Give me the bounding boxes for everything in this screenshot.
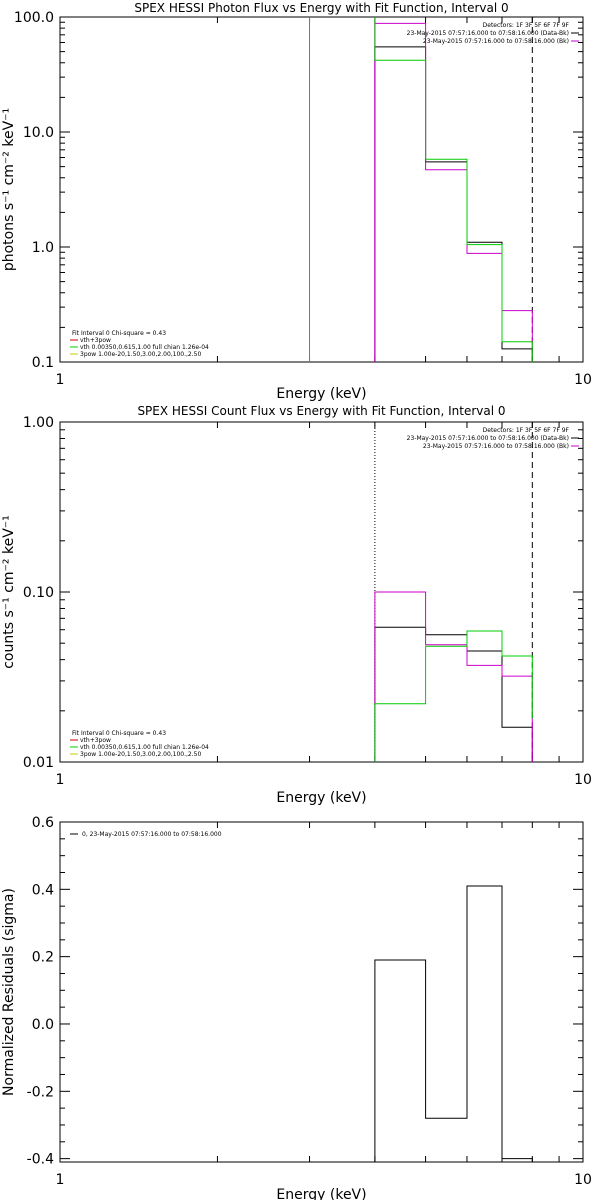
- legend-entry: Detectors: 1F 3F 5F 6F 7F 9F: [483, 427, 570, 434]
- series-step-line-1: [374, 626, 533, 762]
- x-tick-label: 10: [574, 372, 592, 388]
- x-axis-label: Energy (keV): [276, 386, 366, 402]
- legend-entry: 23-May-2015 07:57:16.000 to 07:58:16.000…: [423, 443, 569, 450]
- y-tick-label: 1.00: [23, 415, 54, 431]
- series-step-line-3: [309, 17, 533, 362]
- series-step-line-3: [374, 630, 533, 762]
- y-axis-label: photons s⁻¹ cm⁻² keV⁻¹: [1, 108, 17, 271]
- y-tick-label: 10.0: [23, 125, 54, 141]
- legend-entry: Fit Interval 0 Chi-square = 0.43: [72, 330, 166, 337]
- x-tick-label: 10: [574, 1172, 592, 1188]
- plot-frame: [59, 16, 584, 363]
- x-tick-label: 1: [56, 772, 65, 788]
- y-tick-label: 0.10: [23, 585, 54, 601]
- x-axis-label: Energy (keV): [276, 790, 366, 806]
- y-axis-label: counts s⁻¹ cm⁻² keV⁻¹: [1, 515, 17, 669]
- y-tick-label: 0.2: [32, 950, 54, 966]
- x-axis-label: Energy (keV): [276, 1187, 366, 1200]
- legend-entry: 23-May-2015 07:57:16.000 to 07:58:16.000…: [423, 38, 569, 45]
- legend-entry: 23-May-2015 07:57:16.000 to 07:58:16.000…: [407, 435, 569, 442]
- chart-panel-2: SPEX HESSI Count Flux vs Energy with Fit…: [1, 404, 592, 806]
- chart-panel-1: SPEX HESSI Photon Flux vs Energy with Fi…: [1, 1, 592, 402]
- legend-entry: Fit Interval 0 Chi-square = 0.43: [72, 730, 166, 737]
- y-axis-label: Normalized Residuals (sigma): [1, 888, 17, 1096]
- y-tick-label: 0.0: [32, 1017, 54, 1033]
- y-tick-label: -0.2: [27, 1084, 54, 1100]
- series-step-line-1: [374, 885, 533, 1162]
- chart-panel-3: 1 10 -0.4 -0.2 0.0 0.2 0.4 0.6 Energy (keV) Norma…: [1, 815, 592, 1200]
- legend-entry: vth 0.00350,0.615,1.00 full chian 1.26e-…: [80, 744, 209, 751]
- legend-entry: vth+3pow: [80, 337, 111, 344]
- legend-entry: vth+3pow: [80, 737, 111, 744]
- legend-entry: 0, 23-May-2015 07:57:16.000 to 07:58:16.…: [82, 831, 222, 838]
- series-step-line-1: [374, 46, 533, 362]
- y-tick-label: 0.4: [32, 882, 54, 898]
- y-tick-label: 100.0: [14, 10, 54, 26]
- series-step-line-2: [374, 591, 533, 762]
- legend-entry: Detectors: 1F 3F 5F 6F 7F 9F: [483, 22, 570, 29]
- chart-title: SPEX HESSI Count Flux vs Energy with Fit…: [137, 404, 505, 418]
- y-tick-label: -0.4: [27, 1152, 54, 1168]
- legend-entry: 3pow 1.00e-20,1.50,3.00,2.00,100.,2.50: [80, 751, 201, 758]
- plot-frame: [59, 421, 584, 763]
- y-tick-label: 0.6: [32, 815, 54, 831]
- y-tick-label: 0.01: [23, 755, 54, 771]
- y-tick-label: 1.0: [32, 240, 54, 256]
- legend-entry: vth 0.00350,0.615,1.00 full chian 1.26e-…: [80, 344, 209, 351]
- legend-entry: 23-May-2015 07:57:16.000 to 07:58:16.000…: [407, 30, 569, 37]
- series-step-line-2: [374, 22, 533, 362]
- legend-entry: 3pow 1.00e-20,1.50,3.00,2.00,100.,2.50: [80, 351, 201, 358]
- y-tick-label: 0.1: [32, 355, 54, 371]
- x-tick-label: 1: [56, 1172, 65, 1188]
- plot-frame: [59, 821, 584, 1163]
- chart-title: SPEX HESSI Photon Flux vs Energy with Fi…: [134, 1, 508, 15]
- x-tick-label: 10: [574, 772, 592, 788]
- x-tick-label: 1: [56, 372, 65, 388]
